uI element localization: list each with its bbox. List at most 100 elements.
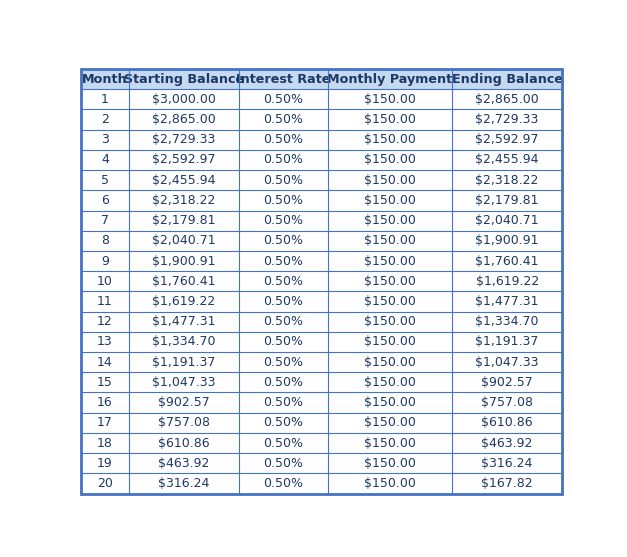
Text: $2,179.81: $2,179.81 (475, 194, 539, 207)
Text: $2,455.94: $2,455.94 (475, 154, 539, 167)
Bar (81, 170, 562, 190)
Text: $150.00: $150.00 (364, 275, 416, 288)
Text: 0.50%: 0.50% (263, 174, 303, 187)
Text: $150.00: $150.00 (364, 93, 416, 106)
Text: 0.50%: 0.50% (263, 234, 303, 247)
Text: $150.00: $150.00 (364, 335, 416, 349)
Text: 0.50%: 0.50% (263, 255, 303, 267)
Text: $463.92: $463.92 (158, 457, 209, 470)
Text: $757.08: $757.08 (481, 396, 533, 409)
Text: $150.00: $150.00 (364, 133, 416, 146)
Text: 0.50%: 0.50% (263, 93, 303, 106)
Text: 0.50%: 0.50% (263, 133, 303, 146)
Text: 15: 15 (97, 376, 113, 389)
Bar (81, 372, 562, 393)
Text: $2,318.22: $2,318.22 (152, 194, 216, 207)
Text: $150.00: $150.00 (364, 457, 416, 470)
Text: $150.00: $150.00 (364, 416, 416, 429)
Text: $150.00: $150.00 (364, 295, 416, 308)
Text: 0.50%: 0.50% (263, 315, 303, 328)
Text: $1,477.31: $1,477.31 (475, 295, 539, 308)
Text: 9: 9 (101, 255, 109, 267)
Text: 0.50%: 0.50% (263, 356, 303, 369)
Text: 13: 13 (97, 335, 113, 349)
Text: $2,865.00: $2,865.00 (475, 93, 539, 106)
Text: $1,900.91: $1,900.91 (475, 234, 539, 247)
Text: 20: 20 (97, 477, 113, 490)
Text: 0.50%: 0.50% (263, 113, 303, 126)
Text: $610.86: $610.86 (482, 416, 533, 429)
Text: 18: 18 (97, 437, 113, 449)
Text: $2,729.33: $2,729.33 (475, 113, 539, 126)
Text: $1,760.41: $1,760.41 (152, 275, 216, 288)
Text: 3: 3 (101, 133, 109, 146)
Text: $1,760.41: $1,760.41 (475, 255, 539, 267)
Text: $1,334.70: $1,334.70 (475, 315, 539, 328)
Text: 0.50%: 0.50% (263, 437, 303, 449)
Text: $167.82: $167.82 (482, 477, 533, 490)
Text: 0.50%: 0.50% (263, 416, 303, 429)
Bar (81, 231, 562, 251)
Text: $3,000.00: $3,000.00 (152, 93, 216, 106)
Text: $316.24: $316.24 (482, 457, 533, 470)
Text: 4: 4 (101, 154, 109, 167)
Text: $1,047.33: $1,047.33 (475, 356, 539, 369)
Bar (81, 150, 562, 170)
Bar (81, 109, 562, 130)
Text: $150.00: $150.00 (364, 477, 416, 490)
Text: $150.00: $150.00 (364, 154, 416, 167)
Text: $2,318.22: $2,318.22 (475, 174, 539, 187)
Text: $463.92: $463.92 (482, 437, 533, 449)
Text: $316.24: $316.24 (158, 477, 209, 490)
Text: 0.50%: 0.50% (263, 295, 303, 308)
Bar (81, 311, 562, 332)
Text: 5: 5 (101, 174, 109, 187)
Text: 0.50%: 0.50% (263, 154, 303, 167)
Text: 1: 1 (101, 93, 109, 106)
Bar (81, 271, 562, 291)
Text: $150.00: $150.00 (364, 396, 416, 409)
Text: $150.00: $150.00 (364, 194, 416, 207)
Text: 0.50%: 0.50% (263, 376, 303, 389)
Text: 10: 10 (97, 275, 113, 288)
Text: Starting Balance: Starting Balance (124, 72, 244, 86)
Text: $2,040.71: $2,040.71 (475, 214, 539, 227)
Text: 0.50%: 0.50% (263, 214, 303, 227)
Text: $150.00: $150.00 (364, 214, 416, 227)
Text: 0.50%: 0.50% (263, 396, 303, 409)
Text: $1,047.33: $1,047.33 (152, 376, 216, 389)
Text: $2,592.97: $2,592.97 (475, 133, 539, 146)
Text: 0.50%: 0.50% (263, 275, 303, 288)
Text: 17: 17 (97, 416, 113, 429)
Bar (81, 251, 562, 271)
Text: 8: 8 (101, 234, 109, 247)
Text: Ending Balance: Ending Balance (451, 72, 562, 86)
Text: $757.08: $757.08 (158, 416, 210, 429)
Bar (81, 69, 562, 89)
Text: $2,865.00: $2,865.00 (152, 113, 216, 126)
Bar (81, 291, 562, 311)
Text: $902.57: $902.57 (158, 396, 210, 409)
Bar (81, 352, 562, 372)
Text: $2,592.97: $2,592.97 (152, 154, 216, 167)
Text: 12: 12 (97, 315, 113, 328)
Bar (81, 211, 562, 231)
Text: 0.50%: 0.50% (263, 335, 303, 349)
Bar (81, 413, 562, 433)
Bar (81, 433, 562, 453)
Text: 2: 2 (101, 113, 109, 126)
Bar (81, 130, 562, 150)
Text: $150.00: $150.00 (364, 356, 416, 369)
Text: $1,619.22: $1,619.22 (152, 295, 216, 308)
Text: 11: 11 (97, 295, 113, 308)
Text: 0.50%: 0.50% (263, 477, 303, 490)
Text: 16: 16 (97, 396, 113, 409)
Text: Monthly Payment: Monthly Payment (327, 72, 453, 86)
Text: 6: 6 (101, 194, 109, 207)
Text: Month: Month (82, 72, 128, 86)
Text: $150.00: $150.00 (364, 234, 416, 247)
Text: $2,040.71: $2,040.71 (152, 234, 216, 247)
Text: $1,334.70: $1,334.70 (152, 335, 216, 349)
Text: 19: 19 (97, 457, 113, 470)
Text: $1,191.37: $1,191.37 (475, 335, 539, 349)
